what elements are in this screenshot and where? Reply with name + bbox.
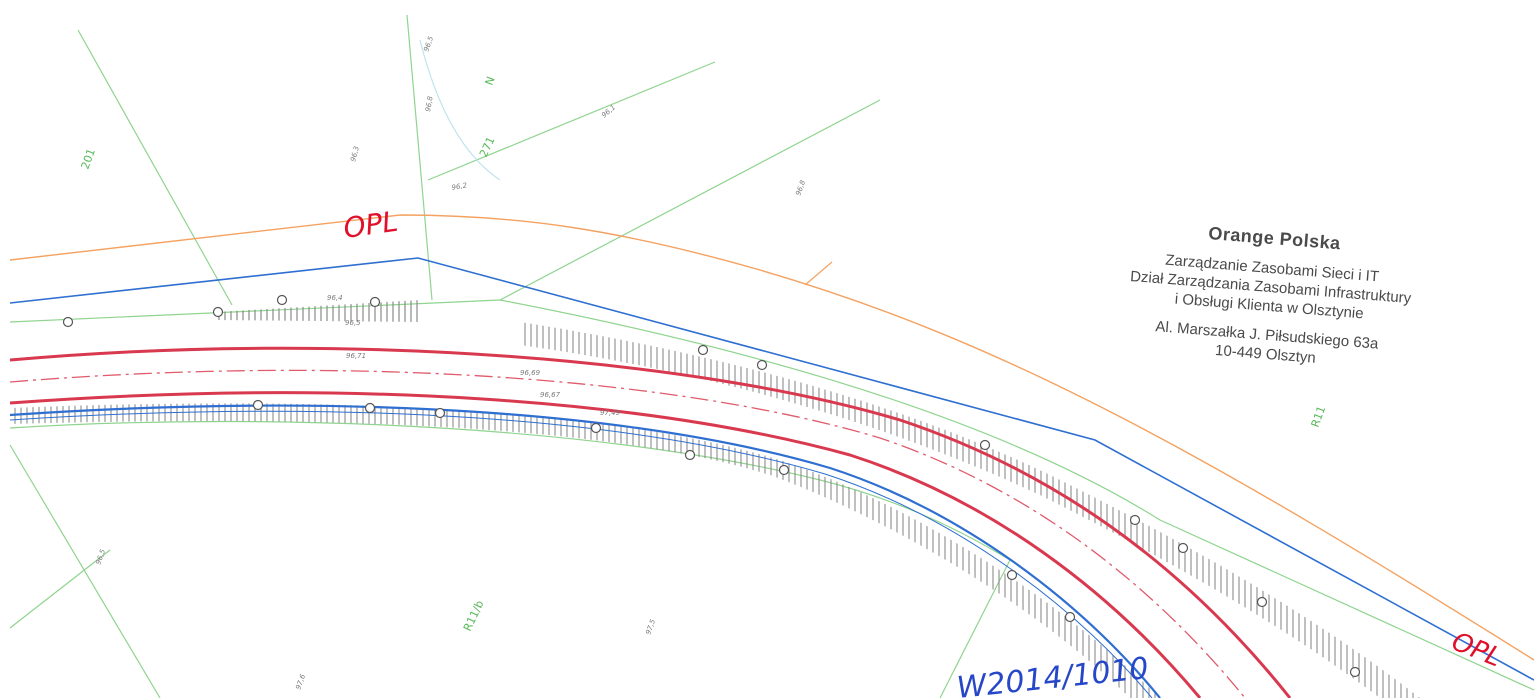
- survey-points: [62, 294, 1361, 678]
- survey-point: [1129, 514, 1141, 526]
- elevation-label: 96,1: [600, 103, 617, 119]
- slope-hatch: [10, 403, 1160, 698]
- road-drain-blue-thin: [9, 410, 1153, 698]
- elevation-label: 96,69: [520, 369, 541, 377]
- elevation-label: 96,5: [94, 548, 107, 566]
- survey-point: [364, 402, 376, 414]
- elevation-label: 97,5: [644, 618, 657, 636]
- survey-point: [62, 316, 74, 328]
- road-edge-south: [9, 391, 1202, 698]
- elevation-label: 97,6: [294, 673, 307, 691]
- elevation-label: 96,3: [349, 145, 361, 162]
- elevation-label: 96,4: [327, 294, 343, 302]
- survey-point: [1006, 569, 1018, 581]
- elevation-label: 96,5: [345, 319, 361, 327]
- elevation-label: 97,49: [600, 409, 621, 417]
- survey-point: [369, 296, 381, 308]
- road: [9, 346, 1292, 698]
- parcel-line: [499, 299, 1534, 691]
- survey-point: [590, 422, 602, 434]
- survey-point: [1349, 666, 1361, 678]
- parcel-line: [499, 99, 881, 301]
- slope-hatch: [215, 300, 420, 322]
- parcel-line: [77, 29, 233, 306]
- survey-point: [684, 449, 696, 461]
- survey-point: [1064, 611, 1076, 623]
- slope-hatch: [520, 322, 1420, 698]
- survey-point: [276, 294, 288, 306]
- telecom-marker: [804, 261, 833, 286]
- handwritten-reference: W2014/1010: [955, 651, 1150, 698]
- opl-annotation-left: OPL: [341, 205, 400, 245]
- survey-point: [979, 439, 991, 451]
- road-edge-north: [9, 346, 1292, 698]
- opl-annotation-right: OPL: [1447, 627, 1505, 674]
- survey-point: [212, 306, 224, 318]
- parcel-label-201: 201: [79, 147, 98, 171]
- parcel-line: [9, 420, 1011, 561]
- parcel-label-r11: R11: [1309, 404, 1329, 429]
- survey-point: [252, 399, 264, 411]
- parcel-label-r11b: R11/b: [461, 598, 486, 633]
- survey-point: [697, 344, 709, 356]
- elevation-label: 96,8: [424, 95, 435, 112]
- survey-point: [1256, 596, 1268, 608]
- elevation-label: 96,2: [451, 181, 468, 192]
- parcel-line: [9, 549, 111, 629]
- north-label: N: [483, 75, 498, 87]
- elevation-label: 96,67: [540, 391, 561, 399]
- parcel-label-271: 271: [477, 135, 498, 160]
- road-axis: [9, 369, 1246, 698]
- utility-line-blue: [9, 257, 1534, 681]
- survey-point: [434, 407, 446, 419]
- parcel-line: [406, 14, 433, 301]
- survey-point: [1177, 542, 1189, 554]
- road-drain-blue: [9, 404, 1161, 698]
- survey-point: [756, 359, 768, 371]
- parcel-line: [9, 444, 161, 698]
- survey-point: [778, 464, 790, 476]
- parcel-line: [427, 61, 716, 181]
- ditch-line: [419, 39, 501, 181]
- elevation-label: 96,5: [422, 35, 435, 53]
- telecom-line: [9, 214, 1534, 661]
- elevation-label: 96,71: [346, 352, 366, 360]
- elevation-label: 96,8: [794, 179, 807, 197]
